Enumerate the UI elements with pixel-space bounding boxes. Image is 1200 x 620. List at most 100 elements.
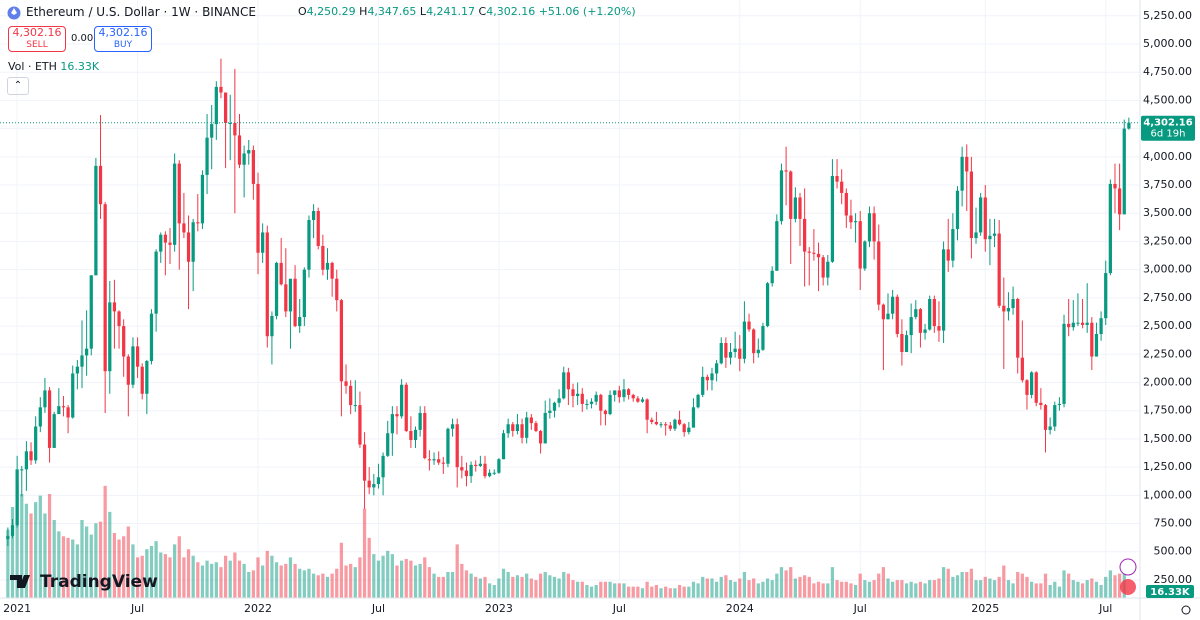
volume-bar (1002, 565, 1006, 598)
candle-body (830, 176, 835, 262)
volume-bar (145, 549, 149, 598)
volume-bar (311, 573, 316, 598)
candle-body (1113, 183, 1117, 189)
candle-body (163, 234, 167, 243)
volume-bar (853, 585, 858, 598)
candle-body (932, 299, 936, 327)
candle-body (909, 317, 913, 336)
volume-bar (140, 555, 144, 598)
volume-bar (585, 585, 589, 598)
candle-body (594, 394, 598, 402)
volume-bar (399, 560, 404, 598)
candle-body (511, 424, 515, 432)
volume-bar (840, 581, 844, 598)
candle-body (418, 412, 422, 430)
volume-bar (381, 555, 385, 598)
volume-bar (469, 573, 473, 598)
candle-body (858, 221, 862, 269)
volume-bar (228, 560, 232, 598)
candle-body (608, 394, 612, 415)
collapse-button[interactable]: ⌃ (7, 77, 29, 95)
volume-bar (24, 503, 29, 598)
candle-body (770, 270, 774, 284)
candle-body (714, 363, 719, 374)
volume-bar (775, 573, 779, 598)
volume-bar (474, 576, 478, 598)
candle-body (386, 433, 390, 456)
candle-body (673, 419, 677, 429)
candle-body (691, 407, 696, 428)
spread: 0.00 (71, 33, 94, 44)
symbol-title[interactable]: Ethereum / U.S. Dollar · 1W · BINANCE (26, 5, 256, 19)
sell-button[interactable]: 4,302.16 SELL (8, 26, 66, 52)
volume-bar (886, 578, 890, 598)
volume-bar (261, 565, 265, 598)
volume-bar (441, 576, 445, 598)
candle-body (427, 459, 432, 461)
settings-icon[interactable] (1181, 605, 1191, 615)
y-tick-label: 5,250.00 (1143, 9, 1192, 22)
candle-body (6, 535, 10, 540)
candle-body (1071, 322, 1075, 328)
volume-bar (552, 576, 557, 598)
volume-bar (863, 580, 867, 598)
candle-body (626, 389, 631, 395)
volume-bar (38, 495, 42, 598)
volume-bar (6, 529, 10, 598)
candle-body (562, 372, 566, 399)
candle-body (20, 469, 24, 471)
candle-body (576, 393, 580, 397)
y-tick-label: 3,500.00 (1143, 206, 1192, 219)
volume-bar (932, 580, 936, 598)
volume-bar (849, 583, 853, 598)
candle-body (80, 355, 84, 367)
volume-bar (529, 578, 533, 598)
volume-bar (10, 507, 15, 598)
candle-body (515, 424, 520, 432)
volume-bar (223, 555, 228, 598)
volume-bar (946, 568, 950, 598)
y-tick-label: 4,500.00 (1143, 93, 1192, 106)
volume-bar (506, 572, 510, 598)
volume-bar (1113, 575, 1117, 598)
volume-bar (478, 578, 482, 598)
volume-bar (835, 580, 839, 598)
candle-body (877, 241, 881, 305)
volume-bar (1048, 585, 1052, 598)
alert-icon[interactable] (1119, 558, 1137, 576)
candle-body (872, 213, 876, 242)
volume-bar (298, 568, 302, 598)
candle-body (506, 424, 510, 434)
candle-body (223, 92, 228, 123)
candle-body (205, 137, 209, 175)
y-tick-label: 750.00 (1154, 517, 1193, 530)
candle-body (812, 252, 816, 254)
volume-bar (562, 572, 566, 598)
volume-bar (589, 586, 594, 598)
candle-body (376, 477, 381, 485)
y-tick-label: 5,000.00 (1143, 37, 1192, 50)
candle-body (409, 431, 413, 441)
volume-bar (548, 575, 552, 598)
candle-body (390, 414, 394, 434)
high-key: H (359, 5, 368, 18)
flag-icon[interactable] (1120, 579, 1136, 595)
buy-button[interactable]: 4,302.16 BUY (94, 26, 152, 52)
candle-body (94, 165, 98, 276)
candle-body (951, 229, 955, 261)
candle-body (1048, 426, 1052, 430)
volume-bar (1020, 573, 1024, 598)
volume-bar (701, 576, 705, 598)
volume-bar (830, 567, 835, 598)
volume-bar (372, 554, 376, 598)
volume-bar (904, 583, 909, 598)
candle-body (664, 424, 668, 426)
watermark: TradingView (10, 572, 158, 592)
volume-bar (321, 573, 325, 598)
x-tick-label: 2021 (3, 602, 31, 615)
candle-body (75, 366, 79, 374)
volume-box (1146, 585, 1194, 598)
candle-body (10, 525, 15, 536)
volume-bar (765, 578, 770, 598)
volume-bar (112, 533, 117, 598)
